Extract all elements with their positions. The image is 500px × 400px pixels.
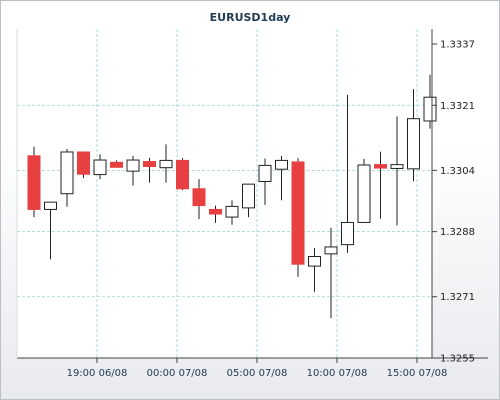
candle-body-up [423,96,437,122]
y-axis-ticks: 1.3337 1.3321 1.3304 1.3288 1.3271 1.3255 [432,40,475,365]
x-axis-ticks: 19:00 06/08 00:00 07/08 05:00 07/08 10:00 0… [67,358,448,379]
x-tick-label: 05:00 07/08 [227,368,288,379]
candle-body-up [60,151,74,195]
candle-body-up [242,183,255,209]
candle-body-up [159,159,173,169]
candle-body-up [324,246,338,255]
x-tick-label: 00:00 07/08 [147,368,208,379]
candle-body-up [308,256,321,267]
candle-body-down [27,155,41,210]
axes [16,29,488,359]
x-tick-label: 15:00 07/08 [387,368,448,379]
candle-body-up [357,164,371,223]
y-tick-label: 1.3271 [440,292,475,303]
candle-body-up [275,159,288,170]
candle-body-up [258,164,272,182]
candle-body-down [77,151,90,175]
candle-body-up [225,205,239,218]
candle-body-down [209,208,222,215]
candle-body-up [341,221,354,246]
chart-title: EURUSD1day [210,11,291,24]
candle-body-down [291,161,305,265]
candle-body-up [126,159,140,172]
y-tick-label: 1.3337 [440,40,475,51]
y-tick-label: 1.3304 [440,166,475,177]
candle-body-up [390,164,404,169]
candle-body-down [374,164,387,169]
candle-body-down [192,188,206,207]
candle-body-up [407,118,420,170]
candle-body-up [93,159,107,176]
candle-body-down [110,161,123,168]
candles [27,74,437,319]
candle-body-up [44,201,57,210]
candle-body-down [176,159,189,190]
candle-body-down [143,161,156,168]
x-tick-label: 10:00 07/08 [307,368,368,379]
x-tick-label: 19:00 06/08 [67,368,128,379]
y-tick-label: 1.3321 [440,101,475,112]
y-tick-label: 1.3288 [440,227,475,238]
y-tick-label: 1.3255 [440,354,475,365]
